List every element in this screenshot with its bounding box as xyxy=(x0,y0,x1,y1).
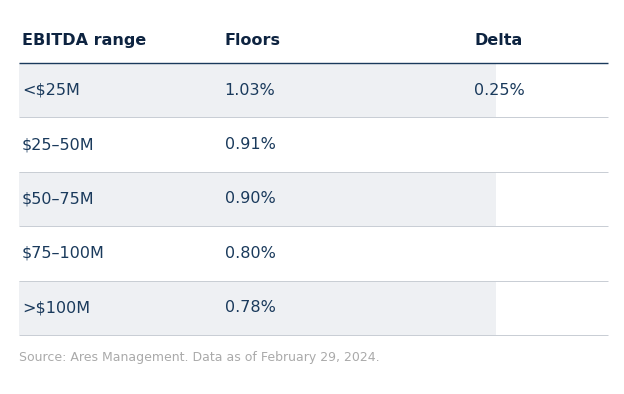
Text: Delta: Delta xyxy=(474,33,522,48)
Text: 1.03%: 1.03% xyxy=(225,83,275,98)
Text: >$100M: >$100M xyxy=(22,300,90,315)
Text: $25–50M: $25–50M xyxy=(22,137,94,152)
Text: 0.78%: 0.78% xyxy=(225,300,276,315)
Text: 0.80%: 0.80% xyxy=(225,246,276,261)
Text: Floors: Floors xyxy=(225,33,281,48)
Bar xyxy=(19,63,496,117)
Text: 0.90%: 0.90% xyxy=(225,191,275,206)
Text: $75–100M: $75–100M xyxy=(22,246,105,261)
Text: $50–75M: $50–75M xyxy=(22,191,94,206)
Bar xyxy=(19,281,496,335)
Bar xyxy=(19,172,496,226)
Text: Source: Ares Management. Data as of February 29, 2024.: Source: Ares Management. Data as of Febr… xyxy=(19,351,379,364)
Text: 0.25%: 0.25% xyxy=(474,83,525,98)
Text: 0.91%: 0.91% xyxy=(225,137,276,152)
Text: <$25M: <$25M xyxy=(22,83,80,98)
Text: EBITDA range: EBITDA range xyxy=(22,33,146,48)
